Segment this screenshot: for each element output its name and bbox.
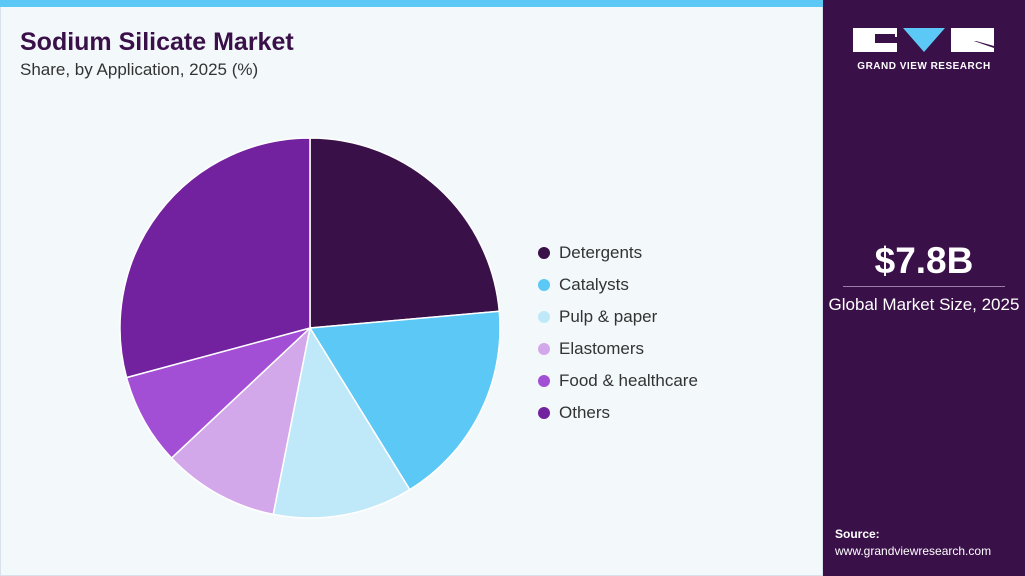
- legend-marker: [538, 375, 550, 387]
- legend-item: Catalysts: [538, 269, 698, 301]
- chart-subtitle: Share, by Application, 2025 (%): [20, 60, 259, 79]
- pie-slice-detergents: [309, 137, 501, 329]
- market-size-label: Global Market Size, 2025: [828, 295, 1020, 314]
- legend-label: Detergents: [559, 243, 643, 262]
- legend-label: Catalysts: [559, 275, 629, 294]
- pie-chart: [119, 137, 501, 519]
- divider: [843, 286, 1005, 287]
- pie-slice-catalysts: [308, 310, 501, 491]
- legend-label: Food & healthcare: [559, 371, 698, 390]
- legend-item: Pulp & paper: [538, 301, 698, 333]
- legend-label: Pulp & paper: [559, 307, 658, 326]
- legend-item: Others: [538, 397, 698, 429]
- logo-text: GRAND VIEW RESEARCH: [857, 61, 991, 72]
- legend-marker: [538, 279, 550, 291]
- top-accent-bar: [0, 0, 823, 7]
- legend-marker: [538, 407, 550, 419]
- market-size-value: $7.8B: [874, 240, 974, 281]
- pie-slice-pulp-paper: [272, 325, 411, 519]
- pie-slice-elastomers: [170, 325, 312, 516]
- legend-marker: [538, 343, 550, 355]
- legend-item: Detergents: [538, 237, 698, 269]
- chart-title: Sodium Silicate Market: [20, 28, 294, 56]
- legend-item: Food & healthcare: [538, 365, 698, 397]
- legend: Detergents Catalysts Pulp & paper Elastomer…: [538, 237, 698, 429]
- source: Source: www.grandviewresearch.com: [835, 526, 991, 560]
- source-label: Source:: [835, 527, 880, 541]
- grand-view-research-logo: [853, 28, 994, 52]
- legend-label: Elastomers: [559, 339, 645, 358]
- source-url: www.grandviewresearch.com: [835, 544, 992, 558]
- legend-label: Others: [559, 403, 611, 422]
- sidebar: GRAND VIEW RESEARCH $7.8B Global Market …: [823, 0, 1025, 576]
- legend-marker: [538, 311, 550, 323]
- pie-slice-others: [119, 137, 311, 379]
- legend-item: Elastomers: [538, 333, 698, 365]
- legend-marker: [538, 247, 550, 259]
- pie-slice-food-healthcare: [125, 327, 311, 460]
